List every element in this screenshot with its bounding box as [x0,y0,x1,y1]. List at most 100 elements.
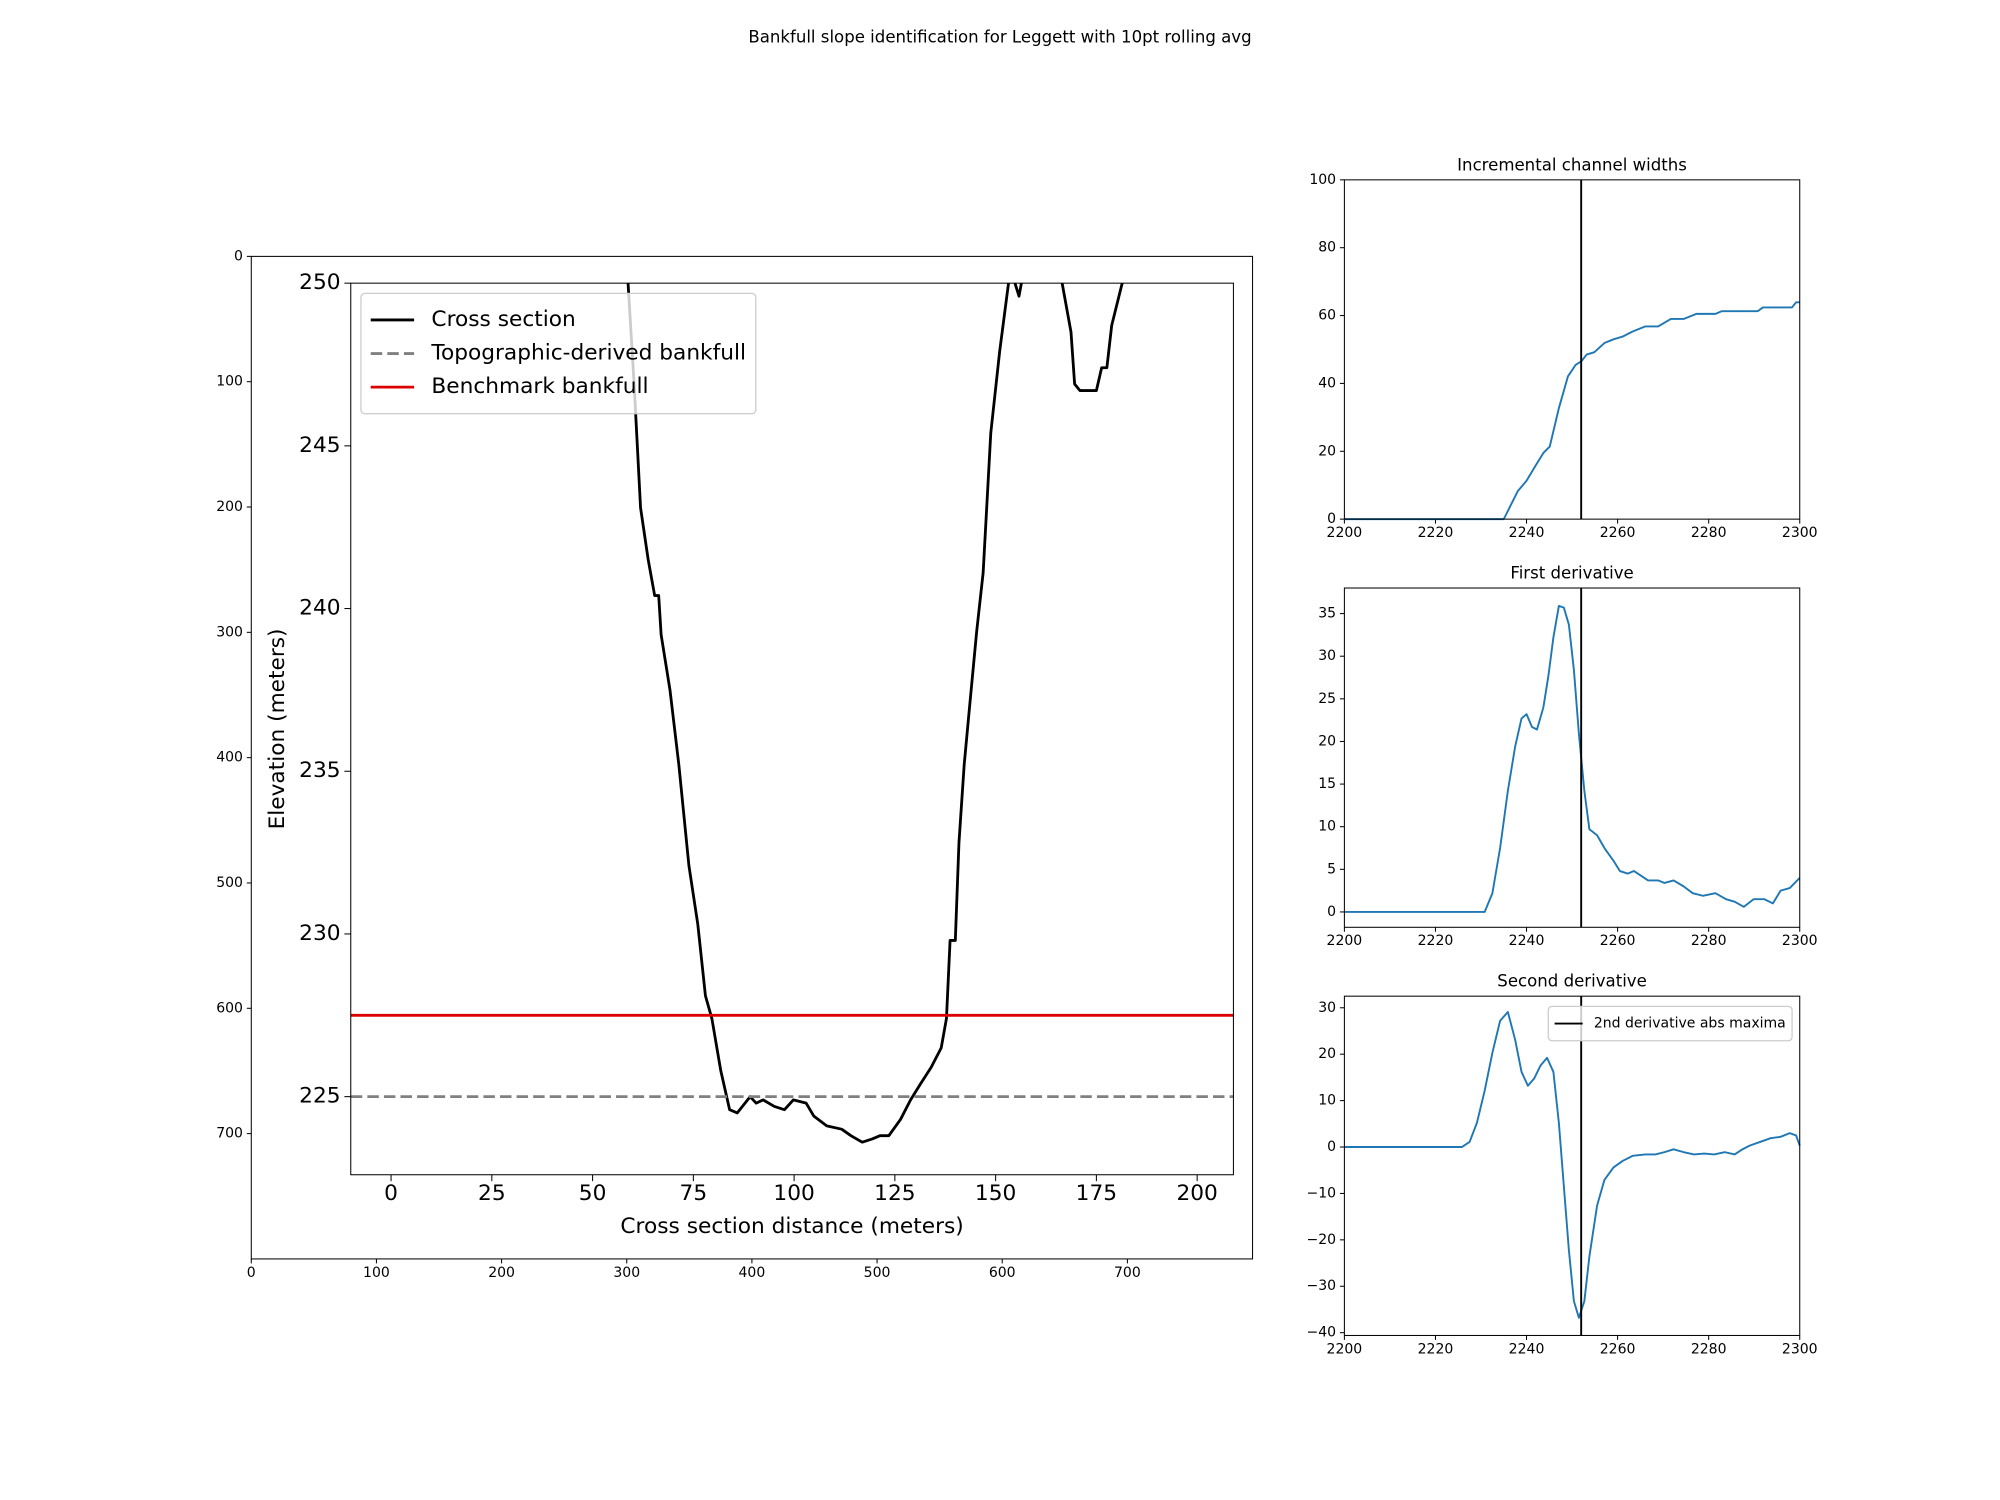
x-tick-label: 2220 [1418,933,1454,949]
y-tick-label: 500 [216,875,243,891]
y-tick-label: 15 [1318,776,1336,792]
plot-area [1344,179,1800,520]
x-tick-label: 2200 [1327,933,1363,949]
y-tick-label: 0 [1327,511,1336,527]
x-tick-label: 175 [1076,1181,1117,1206]
axes: 0 25 50 75 100 125 150 175 200 225 230 235 240 245 250… [265,270,1234,1239]
legend-box [1547,1005,1793,1042]
y-tick-label: 10 [1318,1093,1336,1109]
y-tick-label: 250 [299,270,340,295]
y-tick-label: 35 [1318,606,1336,622]
x-tick-label: 200 [488,1265,515,1281]
x-tick-label: 500 [864,1265,891,1281]
y-axis-label: Elevation (meters) [265,628,290,829]
data-line [1344,604,1801,913]
x-tick-label: 25 [478,1181,506,1206]
x-tick-label: 0 [247,1265,256,1281]
y-tick-label: 400 [216,750,243,766]
x-tick-label: 2280 [1691,525,1727,541]
y-tick-label: 20 [1318,1046,1336,1062]
y-tick-label: 700 [216,1126,243,1142]
x-tick-label: 2240 [1509,525,1545,541]
y-tick-label: 30 [1318,648,1336,664]
chart-title: First derivative [1510,563,1633,582]
axes-frame [350,282,1234,1176]
legend-box [360,292,757,415]
x-tick-label: 0 [384,1181,398,1206]
x-tick-label: 200 [1176,1181,1217,1206]
x-tick-label: 2260 [1600,1341,1636,1357]
x-tick-label: 2220 [1418,1341,1454,1357]
y-tick-label: −40 [1307,1325,1337,1341]
y-tick-label: 245 [299,433,340,458]
data-line [1344,301,1800,521]
axes-frame [250,255,1254,1260]
y-tick-label: 60 [1318,308,1336,324]
x-tick-label: 150 [975,1181,1016,1206]
x-tick-label: 2280 [1691,1341,1727,1357]
x-tick-label: 2280 [1691,933,1727,949]
x-tick-label: 100 [773,1181,814,1206]
x-tick-label: 2300 [1782,933,1818,949]
x-tick-label: 2300 [1782,1341,1818,1357]
y-tick-label: 25 [1318,691,1336,707]
axes: 2200 2220 2240 2260 2280 2300 0 5 10 15 20 25 30 35 Fi… [1318,563,1817,949]
x-tick-label: 2240 [1509,933,1545,949]
x-tick-label: 125 [874,1181,915,1206]
y-tick-label: 200 [216,499,243,515]
y-tick-label: 0 [1327,1139,1336,1155]
x-tick-label: 600 [989,1265,1016,1281]
axes: 2200 2220 2240 2260 2280 2300 0 20 40 60 80 100 Incr… [1309,155,1817,541]
y-tick-label: 80 [1318,240,1336,256]
axes-frame [1343,995,1801,1336]
y-tick-label: 235 [299,758,340,783]
y-tick-label: 20 [1318,443,1336,459]
legend-label: 2nd derivative abs maxima [1594,1016,1786,1032]
x-tick-label: 75 [680,1181,708,1206]
x-tick-label: 700 [1114,1265,1141,1281]
legend-label: Cross section [431,307,575,332]
data-line [626,282,1124,1144]
y-tick-label: 240 [299,596,340,621]
y-tick-label: 300 [216,624,243,640]
x-axis-label: Cross section distance (meters) [620,1214,963,1239]
legend-label: Benchmark bankfull [431,374,648,399]
data-line [1344,1010,1801,1319]
axes-frame [1343,179,1801,520]
y-tick-label: −20 [1307,1232,1337,1248]
x-tick-label: 400 [739,1265,766,1281]
y-tick-label: 20 [1318,733,1336,749]
y-tick-label: 100 [216,374,243,390]
x-tick-label: 2200 [1327,525,1363,541]
x-tick-label: 50 [579,1181,607,1206]
axes: 2200 2220 2240 2260 2280 2300 −40 −30 −20 −10 0 10 2… [1307,972,1818,1358]
y-tick-label: −30 [1307,1278,1337,1294]
chart-title: Incremental channel widths [1457,155,1687,174]
x-tick-label: 100 [363,1265,390,1281]
y-tick-label: 225 [299,1084,340,1109]
y-tick-label: 30 [1318,1000,1336,1016]
x-tick-label: 2260 [1600,933,1636,949]
y-tick-label: 100 [1309,172,1336,188]
x-tick-label: 2200 [1327,1341,1363,1357]
plot-area [350,283,1234,1175]
legend-label: Topographic-derived bankfull [430,341,746,366]
y-tick-label: 600 [216,1000,243,1016]
y-tick-label: 0 [234,248,243,264]
legend: Cross section Topographic-derived bankful… [360,292,757,415]
x-tick-label: 300 [613,1265,640,1281]
axes-frame [1343,587,1801,928]
chart-title: Second derivative [1497,972,1647,991]
y-tick-label: 10 [1318,819,1336,835]
x-tick-label: 2220 [1418,525,1454,541]
legend: 2nd derivative abs maxima [1547,1005,1793,1042]
x-tick-label: 2300 [1782,525,1818,541]
plot-area [1344,588,1800,928]
x-tick-label: 2260 [1600,525,1636,541]
figure-title: Bankfull slope identification for Legget… [748,28,1251,47]
y-tick-label: 0 [1327,904,1336,920]
y-tick-label: −10 [1307,1185,1337,1201]
x-tick-label: 2240 [1509,1341,1545,1357]
